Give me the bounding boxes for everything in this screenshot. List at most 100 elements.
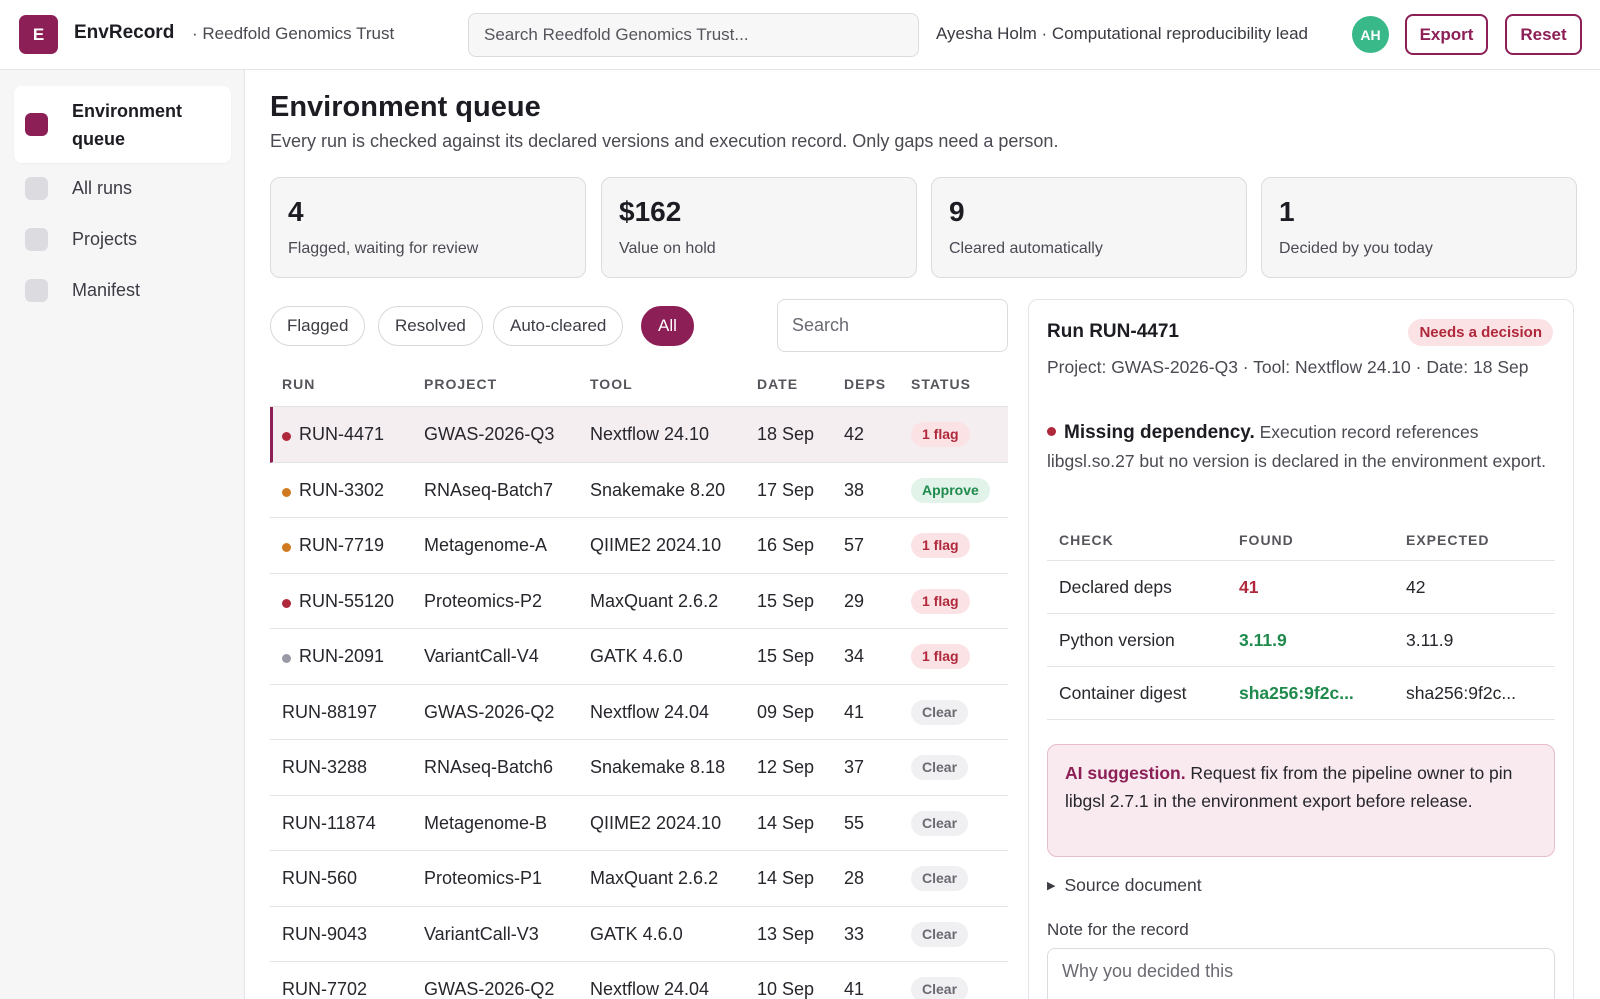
cell-run: RUN-560: [282, 868, 358, 888]
ai-suggestion-box: AI suggestion. Request fix from the pipe…: [1047, 744, 1555, 857]
reset-button[interactable]: Reset: [1505, 14, 1582, 55]
app-name: EnvRecord: [74, 22, 175, 43]
ai-suggestion-text: Request fix from the pipeline owner to p…: [1065, 763, 1513, 811]
cell-deps: 41: [844, 979, 865, 999]
table-row[interactable]: RUN-7719 Metagenome-A QIIME2 2024.10 16 Sep…: [270, 518, 1008, 574]
table-row[interactable]: RUN-2091 VariantCall-V4 GATK 4.6.0 15 Sep 34…: [270, 629, 1008, 685]
issue-summary: Missing dependency. Execution record ref…: [1047, 418, 1547, 475]
sidebar-item-label: Manifest: [72, 280, 141, 300]
note-textarea[interactable]: [1047, 948, 1555, 999]
cell-run: RUN-4471: [299, 424, 385, 444]
column-header-deps[interactable]: DEPS: [844, 376, 887, 392]
status-badge: Approve: [911, 477, 990, 503]
cell-deps: 33: [844, 923, 865, 944]
column-header-found: FOUND: [1239, 532, 1294, 548]
check-expected: sha256:9f2c...: [1406, 683, 1516, 703]
filter-chip-flagged[interactable]: Flagged: [270, 306, 366, 346]
cell-run: RUN-7719: [299, 535, 385, 555]
column-header-tool[interactable]: TOOL: [590, 376, 633, 392]
cell-project: Proteomics-P1: [424, 868, 543, 888]
sidebar-item-manifest[interactable]: Manifest: [14, 275, 231, 305]
issue-dot-icon: [1047, 427, 1056, 436]
cell-run: RUN-3302: [299, 479, 385, 500]
table-row[interactable]: RUN-88197 GWAS-2026-Q2 Nextflow 24.04 09 Se…: [270, 685, 1008, 740]
app-logo[interactable]: E: [19, 15, 58, 54]
column-header-expected: EXPECTED: [1406, 532, 1490, 548]
cell-date: 14 Sep: [757, 812, 815, 833]
page-title: Environment queue: [270, 91, 541, 123]
run-detail-panel: Run RUN-4471 Needs a decision Project: G…: [1028, 299, 1574, 999]
stat-label: Flagged, waiting for review: [288, 240, 479, 257]
nav-square-icon: [25, 227, 48, 251]
cell-tool: MaxQuant 2.6.2: [590, 868, 719, 888]
nav-square-icon: [25, 113, 48, 136]
stat-card-cleared: 9 Cleared automatically: [931, 177, 1247, 278]
stat-value: $162: [619, 196, 682, 227]
cell-run: RUN-2091: [299, 646, 385, 666]
cell-project: Proteomics-P2: [424, 590, 543, 611]
filter-chip-all[interactable]: All: [641, 306, 694, 346]
cell-tool: QIIME2 2024.10: [590, 535, 722, 555]
sidebar-item-environment-queue[interactable]: Environment queue: [14, 86, 231, 163]
column-header-run[interactable]: RUN: [282, 376, 316, 392]
status-dot-icon: [282, 654, 291, 663]
cell-date: 18 Sep: [757, 424, 815, 444]
check-found: 3.11.9: [1239, 630, 1287, 650]
run-search-input[interactable]: [777, 299, 1008, 352]
column-header-project[interactable]: PROJECT: [424, 376, 498, 392]
status-dot-icon: [282, 432, 291, 441]
column-header-date[interactable]: DATE: [757, 376, 799, 392]
sidebar-item-projects[interactable]: Projects: [14, 224, 231, 254]
filter-chip-resolved[interactable]: Resolved: [378, 306, 483, 346]
cell-project: VariantCall-V4: [424, 646, 539, 666]
cell-tool: QIIME2 2024.10: [590, 812, 722, 833]
cell-date: 12 Sep: [757, 757, 815, 777]
stat-card-value-on-hold: $162 Value on hold: [601, 177, 917, 278]
cell-tool: GATK 4.6.0: [590, 923, 683, 944]
cell-date: 16 Sep: [757, 535, 815, 555]
stat-value: 4: [288, 196, 304, 227]
avatar[interactable]: AH: [1352, 16, 1389, 53]
cell-deps: 42: [844, 424, 865, 444]
global-search-input[interactable]: [468, 13, 919, 57]
table-row[interactable]: RUN-3302 RNAseq-Batch7 Snakemake 8.20 17 Se…: [270, 463, 1008, 518]
cell-project: GWAS-2026-Q2: [424, 979, 555, 999]
detail-title: Run RUN-4471: [1047, 321, 1179, 342]
status-badge: Clear: [911, 921, 969, 947]
column-header-status[interactable]: STATUS: [911, 376, 971, 392]
needs-decision-badge: Needs a decision: [1408, 319, 1553, 346]
table-row[interactable]: RUN-55120 Proteomics-P2 MaxQuant 2.6.2 15 S…: [270, 574, 1008, 629]
cell-project: Metagenome-A: [424, 535, 548, 555]
table-row[interactable]: RUN-4471 GWAS-2026-Q3 Nextflow 24.10 18 Sep…: [270, 407, 1008, 463]
status-badge: Clear: [911, 699, 969, 725]
cell-run: RUN-55120: [299, 590, 395, 611]
table-row[interactable]: RUN-3288 RNAseq-Batch6 Snakemake 8.18 12 Se…: [270, 740, 1008, 796]
status-badge: Clear: [911, 810, 969, 836]
cell-deps: 34: [844, 646, 865, 666]
cell-tool: GATK 4.6.0: [590, 646, 683, 666]
issue-title: Missing dependency.: [1064, 422, 1255, 443]
table-row[interactable]: RUN-11874 Metagenome-B QIIME2 2024.10 14 Se…: [270, 796, 1008, 851]
cell-deps: 38: [844, 479, 865, 500]
status-badge: 1 flag: [911, 533, 970, 558]
source-document-toggle[interactable]: ▶ Source document: [1047, 875, 1202, 896]
cell-deps: 55: [844, 812, 865, 833]
sidebar-item-all-runs[interactable]: All runs: [14, 173, 231, 203]
sidebar-item-label: Projects: [72, 229, 138, 249]
cell-date: 15 Sep: [757, 590, 815, 611]
top-bar: E EnvRecord · Reedfold Genomics Trust Ay…: [0, 0, 1600, 70]
status-badge: Clear: [911, 755, 969, 780]
table-row[interactable]: RUN-7702 GWAS-2026-Q2 Nextflow 24.04 10 Sep…: [270, 962, 1008, 999]
table-row[interactable]: RUN-9043 VariantCall-V3 GATK 4.6.0 13 Sep 33…: [270, 907, 1008, 962]
check-row: Python version 3.11.9 3.11.9: [1047, 614, 1555, 667]
source-document-label: Source document: [1064, 875, 1202, 895]
cell-date: 09 Sep: [757, 701, 815, 722]
cell-run: RUN-3288: [282, 757, 368, 777]
cell-run: RUN-88197: [282, 701, 378, 722]
table-row[interactable]: RUN-560 Proteomics-P1 MaxQuant 2.6.2 14 Sep…: [270, 851, 1008, 907]
cell-date: 10 Sep: [757, 979, 815, 999]
filter-chip-auto-cleared[interactable]: Auto-cleared: [493, 306, 624, 346]
stat-label: Decided by you today: [1279, 240, 1433, 257]
cell-run: RUN-7702: [282, 979, 368, 999]
export-button[interactable]: Export: [1405, 14, 1488, 55]
